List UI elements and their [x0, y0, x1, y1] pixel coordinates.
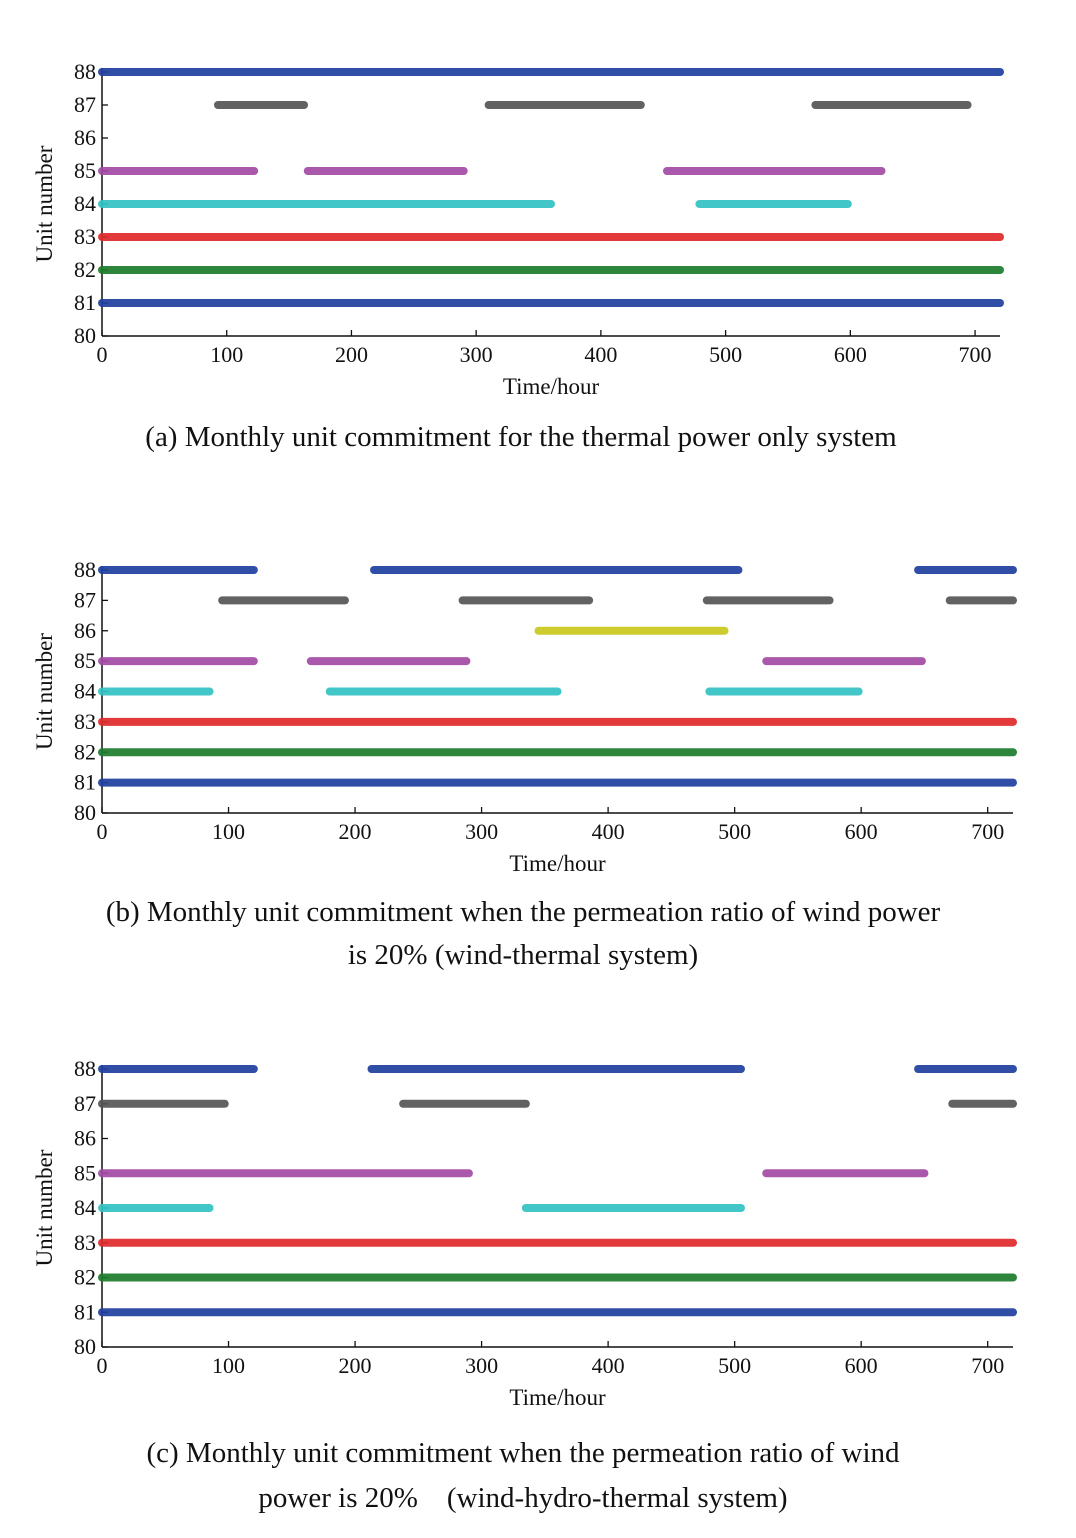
x-tick-label: 400: [592, 819, 625, 844]
caption-b-line-1: (b) Monthly unit commitment when the per…: [106, 896, 941, 928]
y-axis-label: Unit number: [32, 633, 57, 750]
y-tick-label: 85: [74, 158, 96, 183]
x-tick-label: 300: [465, 1353, 498, 1378]
y-tick-label: 82: [74, 739, 96, 764]
y-tick-label: 84: [74, 191, 96, 216]
y-tick-label: 87: [74, 587, 96, 612]
chart-a: 80 81 82 83 84 85 86 87 88 0 100 200 300 400 500 600 700…: [32, 59, 1004, 453]
x-tick-label: 400: [592, 1353, 625, 1378]
y-tick-label: 87: [74, 92, 96, 117]
y-tick-label: 83: [74, 1230, 96, 1255]
x-tick-label: 400: [584, 342, 617, 367]
y-tick-label: 82: [74, 257, 96, 282]
x-tick-label: 200: [339, 819, 372, 844]
y-tick-label: 85: [74, 648, 96, 673]
x-tick-label: 600: [845, 819, 878, 844]
x-tick-label: 700: [971, 819, 1004, 844]
x-tick-label: 300: [460, 342, 493, 367]
x-axis-label: Time/hour: [503, 374, 600, 399]
x-tick-label: 100: [210, 342, 243, 367]
x-tick-label: 700: [959, 342, 992, 367]
x-tick-label: 100: [212, 1353, 245, 1378]
y-tick-label: 82: [74, 1265, 96, 1290]
x-tick-label: 100: [212, 819, 245, 844]
x-tick-label: 500: [709, 342, 742, 367]
y-tick-label: 85: [74, 1160, 96, 1185]
y-tick-label: 80: [74, 800, 96, 825]
y-tick-label: 81: [74, 290, 96, 315]
y-tick-label: 84: [74, 679, 96, 704]
y-tick-label: 88: [74, 59, 96, 84]
caption-c-line-1: (c) Monthly unit commitment when the per…: [146, 1437, 900, 1469]
chart-b: 80 81 82 83 84 85 86 87 88 0 100 200 300 400 500 600 700…: [32, 557, 1017, 971]
y-tick-label: 81: [74, 770, 96, 795]
x-tick-label: 200: [335, 342, 368, 367]
caption-c-line-2: power is 20% (wind-hydro-thermal system): [258, 1482, 787, 1514]
y-tick-label: 80: [74, 1334, 96, 1359]
y-tick-label: 86: [74, 1126, 96, 1151]
x-tick-label: 300: [465, 819, 498, 844]
y-tick-label: 88: [74, 557, 96, 582]
x-axis-label: Time/hour: [509, 1385, 606, 1410]
x-tick-label: 700: [971, 1353, 1004, 1378]
caption-b-line-2: is 20% (wind-thermal system): [348, 939, 698, 971]
y-tick-label: 87: [74, 1091, 96, 1116]
x-tick-label: 600: [845, 1353, 878, 1378]
y-tick-label: 83: [74, 224, 96, 249]
y-tick-label: 86: [74, 125, 96, 150]
x-axis-label: Time/hour: [509, 851, 606, 876]
y-tick-label: 81: [74, 1299, 96, 1324]
chart-c: 80 81 82 83 84 85 86 87 88 0 100 200 300 400 500 600 700…: [32, 1056, 1017, 1514]
x-tick-label: 500: [718, 819, 751, 844]
x-tick-label: 0: [97, 819, 108, 844]
y-tick-label: 88: [74, 1056, 96, 1081]
x-tick-label: 200: [339, 1353, 372, 1378]
x-tick-label: 0: [97, 342, 108, 367]
caption-a-line-1: (a) Monthly unit commitment for the ther…: [145, 421, 897, 453]
y-tick-label: 80: [74, 323, 96, 348]
x-tick-label: 0: [97, 1353, 108, 1378]
y-axis-label: Unit number: [32, 1149, 57, 1266]
x-tick-label: 600: [834, 342, 867, 367]
y-tick-label: 86: [74, 618, 96, 643]
y-tick-label: 84: [74, 1195, 96, 1220]
x-tick-label: 500: [718, 1353, 751, 1378]
y-tick-label: 83: [74, 709, 96, 734]
y-axis-label: Unit number: [32, 145, 57, 262]
